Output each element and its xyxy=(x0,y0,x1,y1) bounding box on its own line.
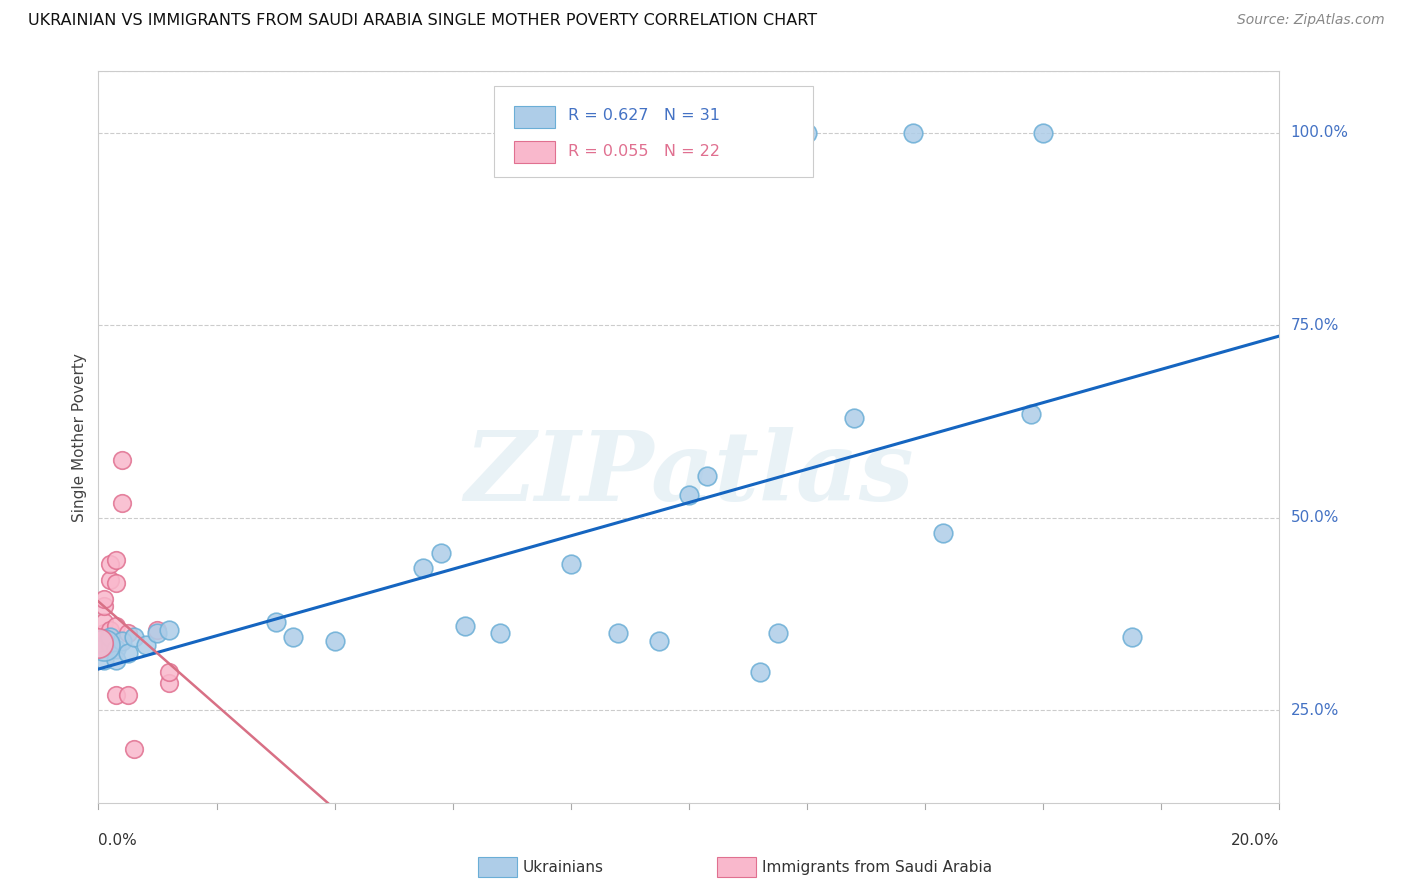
Point xyxy=(903,126,925,140)
Point xyxy=(430,545,453,559)
Point xyxy=(93,638,115,652)
Point xyxy=(560,557,582,571)
Point xyxy=(117,688,139,702)
Text: 100.0%: 100.0% xyxy=(1291,126,1348,140)
Point xyxy=(111,495,134,509)
Text: R = 0.627   N = 31: R = 0.627 N = 31 xyxy=(568,109,720,123)
Bar xyxy=(515,141,555,162)
Point xyxy=(105,641,128,656)
Text: 25.0%: 25.0% xyxy=(1291,703,1339,718)
Point xyxy=(93,591,115,606)
Point xyxy=(98,623,121,637)
Point xyxy=(98,573,121,587)
Point xyxy=(135,638,157,652)
Point xyxy=(696,468,718,483)
Point xyxy=(93,626,115,640)
Point xyxy=(122,630,145,644)
Y-axis label: Single Mother Poverty: Single Mother Poverty xyxy=(72,352,87,522)
Text: Immigrants from Saudi Arabia: Immigrants from Saudi Arabia xyxy=(762,860,993,874)
Text: 0.0%: 0.0% xyxy=(98,833,138,848)
Point xyxy=(283,630,305,644)
Point xyxy=(157,665,180,679)
Point xyxy=(844,410,866,425)
Text: 50.0%: 50.0% xyxy=(1291,510,1339,525)
Text: 20.0%: 20.0% xyxy=(1232,833,1279,848)
Point xyxy=(1032,126,1054,140)
Point xyxy=(87,641,110,656)
Text: ZIPatlas: ZIPatlas xyxy=(464,426,914,521)
Point xyxy=(412,561,434,575)
Point xyxy=(766,626,789,640)
Text: 75.0%: 75.0% xyxy=(1291,318,1339,333)
Point xyxy=(111,453,134,467)
Point xyxy=(117,626,139,640)
Point xyxy=(105,618,128,632)
Point xyxy=(105,553,128,567)
Point xyxy=(117,646,139,660)
Bar xyxy=(515,106,555,128)
Point xyxy=(796,126,818,140)
Point xyxy=(111,634,134,648)
Point xyxy=(453,618,475,632)
Point xyxy=(323,634,346,648)
Point xyxy=(93,599,115,614)
Point xyxy=(748,665,770,679)
Point xyxy=(105,653,128,667)
Text: Ukrainians: Ukrainians xyxy=(523,860,605,874)
Point xyxy=(98,630,121,644)
FancyBboxPatch shape xyxy=(494,86,813,178)
Point xyxy=(157,623,180,637)
Point xyxy=(122,742,145,756)
Point xyxy=(1021,407,1043,421)
Point xyxy=(648,634,671,648)
Point xyxy=(146,623,169,637)
Point xyxy=(146,626,169,640)
Point xyxy=(105,688,128,702)
Point xyxy=(105,576,128,591)
Point xyxy=(264,615,287,629)
Text: Source: ZipAtlas.com: Source: ZipAtlas.com xyxy=(1237,13,1385,28)
Point xyxy=(87,635,110,649)
Point xyxy=(93,638,115,652)
Text: UKRAINIAN VS IMMIGRANTS FROM SAUDI ARABIA SINGLE MOTHER POVERTY CORRELATION CHAR: UKRAINIAN VS IMMIGRANTS FROM SAUDI ARABI… xyxy=(28,13,817,29)
Text: R = 0.055   N = 22: R = 0.055 N = 22 xyxy=(568,144,720,159)
Point xyxy=(93,615,115,629)
Point xyxy=(489,626,512,640)
Point xyxy=(93,653,115,667)
Point xyxy=(607,626,630,640)
Point xyxy=(678,488,700,502)
Point xyxy=(98,557,121,571)
Point xyxy=(932,526,955,541)
Point xyxy=(157,676,180,690)
Point xyxy=(87,634,110,648)
Point xyxy=(98,638,121,652)
Point xyxy=(1121,630,1143,644)
